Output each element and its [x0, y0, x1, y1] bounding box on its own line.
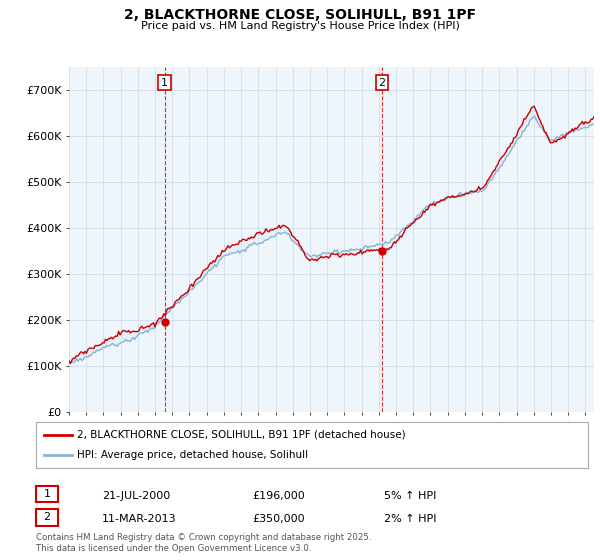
Text: 1: 1 [44, 489, 50, 499]
Text: 2% ↑ HPI: 2% ↑ HPI [384, 514, 437, 524]
Text: 11-MAR-2013: 11-MAR-2013 [102, 514, 176, 524]
Text: HPI: Average price, detached house, Solihull: HPI: Average price, detached house, Soli… [77, 450, 308, 460]
Text: Price paid vs. HM Land Registry's House Price Index (HPI): Price paid vs. HM Land Registry's House … [140, 21, 460, 31]
Text: 1: 1 [161, 77, 168, 87]
Text: 2: 2 [379, 77, 386, 87]
Text: 5% ↑ HPI: 5% ↑ HPI [384, 491, 436, 501]
Text: 2: 2 [44, 512, 50, 522]
Text: 2, BLACKTHORNE CLOSE, SOLIHULL, B91 1PF: 2, BLACKTHORNE CLOSE, SOLIHULL, B91 1PF [124, 8, 476, 22]
Text: £350,000: £350,000 [252, 514, 305, 524]
Text: £196,000: £196,000 [252, 491, 305, 501]
Text: 2, BLACKTHORNE CLOSE, SOLIHULL, B91 1PF (detached house): 2, BLACKTHORNE CLOSE, SOLIHULL, B91 1PF … [77, 430, 406, 440]
Text: 21-JUL-2000: 21-JUL-2000 [102, 491, 170, 501]
Text: Contains HM Land Registry data © Crown copyright and database right 2025.
This d: Contains HM Land Registry data © Crown c… [36, 533, 371, 553]
